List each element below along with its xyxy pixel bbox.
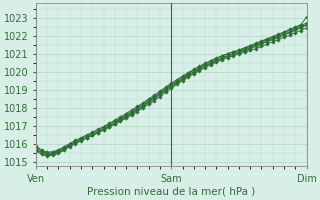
X-axis label: Pression niveau de la mer( hPa ): Pression niveau de la mer( hPa ) [87,187,255,197]
